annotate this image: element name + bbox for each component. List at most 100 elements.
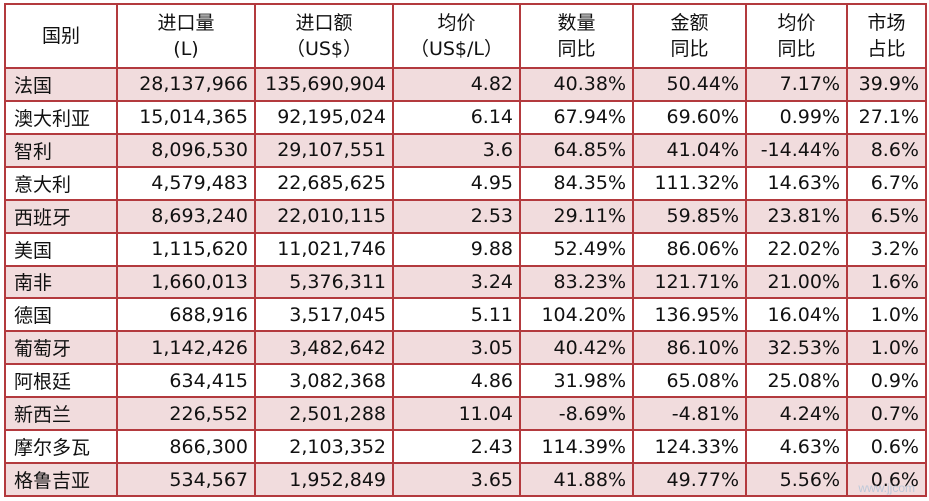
cell-volume-yoy: 41.88% xyxy=(519,462,634,497)
cell-volume-yoy: 31.98% xyxy=(519,363,634,399)
cell-country: 意大利 xyxy=(4,165,118,201)
header-unit: (L) xyxy=(173,38,199,60)
cell-import-value: 22,685,625 xyxy=(254,165,394,201)
cell-avg-price: 3.24 xyxy=(392,264,521,300)
cell-price-yoy: 32.53% xyxy=(745,330,848,366)
header-unit: 同比 xyxy=(670,38,709,60)
cell-volume-yoy: 83.23% xyxy=(519,264,634,300)
cell-volume-yoy: 40.42% xyxy=(519,330,634,366)
cell-value-yoy: 121.71% xyxy=(632,264,747,300)
table-row: 南非 1,660,013 5,376,311 3.24 83.23% 121.71% 21.… xyxy=(4,264,927,300)
cell-price-yoy: 16.04% xyxy=(745,297,848,333)
cell-price-yoy: 23.81% xyxy=(745,198,848,234)
cell-avg-price: 11.04 xyxy=(392,396,521,432)
cell-import-volume: 15,014,365 xyxy=(116,99,256,135)
header-unit: （US$） xyxy=(285,38,363,60)
watermark: www.jjcom xyxy=(858,481,915,495)
header-unit: （US$/L） xyxy=(409,38,504,60)
cell-volume-yoy: -8.69% xyxy=(519,396,634,432)
cell-import-value: 11,021,746 xyxy=(254,231,394,267)
cell-avg-price: 9.88 xyxy=(392,231,521,267)
header-import-volume: 进口量 (L) xyxy=(116,3,256,69)
cell-market-share: 0.7% xyxy=(846,396,927,432)
cell-avg-price: 3.6 xyxy=(392,132,521,168)
cell-volume-yoy: 84.35% xyxy=(519,165,634,201)
cell-value-yoy: 111.32% xyxy=(632,165,747,201)
cell-value-yoy: 86.10% xyxy=(632,330,747,366)
cell-avg-price: 6.14 xyxy=(392,99,521,135)
cell-country: 智利 xyxy=(4,132,118,168)
table-row: 澳大利亚 15,014,365 92,195,024 6.14 67.94% 69.60%… xyxy=(4,99,927,135)
cell-price-yoy: 25.08% xyxy=(745,363,848,399)
cell-price-yoy: 5.56% xyxy=(745,462,848,497)
cell-value-yoy: 69.60% xyxy=(632,99,747,135)
table-row: 法国 28,137,966 135,690,904 4.82 40.38% 50.44% 7… xyxy=(4,67,927,102)
cell-country: 葡萄牙 xyxy=(4,330,118,366)
cell-value-yoy: 124.33% xyxy=(632,429,747,465)
cell-import-volume: 866,300 xyxy=(116,429,256,465)
cell-country: 美国 xyxy=(4,231,118,267)
cell-country: 摩尔多瓦 xyxy=(4,429,118,465)
header-value-yoy: 金额 同比 xyxy=(632,3,747,69)
header-label: 金额 xyxy=(670,12,709,34)
cell-country: 南非 xyxy=(4,264,118,300)
cell-import-value: 135,690,904 xyxy=(254,67,394,102)
cell-value-yoy: 49.77% xyxy=(632,462,747,497)
cell-volume-yoy: 104.20% xyxy=(519,297,634,333)
cell-import-value: 1,952,849 xyxy=(254,462,394,497)
cell-volume-yoy: 67.94% xyxy=(519,99,634,135)
header-unit: 同比 xyxy=(777,38,816,60)
table-row: 葡萄牙 1,142,426 3,482,642 3.05 40.42% 86.10% 32.… xyxy=(4,330,927,366)
cell-market-share: 0.6% xyxy=(846,462,927,497)
header-volume-yoy: 数量 同比 xyxy=(519,3,634,69)
cell-avg-price: 4.95 xyxy=(392,165,521,201)
cell-import-volume: 534,567 xyxy=(116,462,256,497)
cell-market-share: 0.6% xyxy=(846,429,927,465)
cell-import-volume: 28,137,966 xyxy=(116,67,256,102)
cell-import-volume: 4,579,483 xyxy=(116,165,256,201)
cell-import-value: 2,103,352 xyxy=(254,429,394,465)
cell-market-share: 39.9% xyxy=(846,67,927,102)
cell-price-yoy: 4.63% xyxy=(745,429,848,465)
cell-avg-price: 3.65 xyxy=(392,462,521,497)
cell-volume-yoy: 40.38% xyxy=(519,67,634,102)
cell-value-yoy: 41.04% xyxy=(632,132,747,168)
table-row: 西班牙 8,693,240 22,010,115 2.53 29.11% 59.85% 23… xyxy=(4,198,927,234)
header-label: 进口量 xyxy=(157,12,215,34)
cell-market-share: 6.5% xyxy=(846,198,927,234)
cell-import-value: 92,195,024 xyxy=(254,99,394,135)
table-row: 摩尔多瓦 866,300 2,103,352 2.43 114.39% 124.33% 4.… xyxy=(4,429,927,465)
cell-import-volume: 1,115,620 xyxy=(116,231,256,267)
cell-value-yoy: 86.06% xyxy=(632,231,747,267)
cell-import-value: 5,376,311 xyxy=(254,264,394,300)
cell-import-value: 29,107,551 xyxy=(254,132,394,168)
cell-import-volume: 1,660,013 xyxy=(116,264,256,300)
cell-market-share: 1.6% xyxy=(846,264,927,300)
table-header: 国别 进口量 (L) 进口额 （US$） 均价 （US$/L） 数量 同比 金额 同比 均… xyxy=(4,3,927,69)
table-row: 智利 8,096,530 29,107,551 3.6 64.85% 41.04% -14.… xyxy=(4,132,927,168)
header-label: 国别 xyxy=(41,25,80,47)
cell-volume-yoy: 64.85% xyxy=(519,132,634,168)
cell-market-share: 3.2% xyxy=(846,231,927,267)
cell-price-yoy: 0.99% xyxy=(745,99,848,135)
header-market-share: 市场 占比 xyxy=(846,3,927,69)
cell-import-value: 3,517,045 xyxy=(254,297,394,333)
cell-country: 澳大利亚 xyxy=(4,99,118,135)
cell-import-volume: 226,552 xyxy=(116,396,256,432)
cell-import-volume: 8,096,530 xyxy=(116,132,256,168)
cell-import-value: 3,482,642 xyxy=(254,330,394,366)
cell-country: 新西兰 xyxy=(4,396,118,432)
cell-import-volume: 688,916 xyxy=(116,297,256,333)
cell-price-yoy: 22.02% xyxy=(745,231,848,267)
cell-country: 格鲁吉亚 xyxy=(4,462,118,497)
cell-country: 西班牙 xyxy=(4,198,118,234)
table-row: 德国 688,916 3,517,045 5.11 104.20% 136.95% 16.0… xyxy=(4,297,927,333)
cell-avg-price: 3.05 xyxy=(392,330,521,366)
cell-price-yoy: -14.44% xyxy=(745,132,848,168)
header-label: 均价 xyxy=(777,12,816,34)
cell-import-value: 2,501,288 xyxy=(254,396,394,432)
cell-import-volume: 634,415 xyxy=(116,363,256,399)
cell-import-value: 3,082,368 xyxy=(254,363,394,399)
cell-market-share: 8.6% xyxy=(846,132,927,168)
